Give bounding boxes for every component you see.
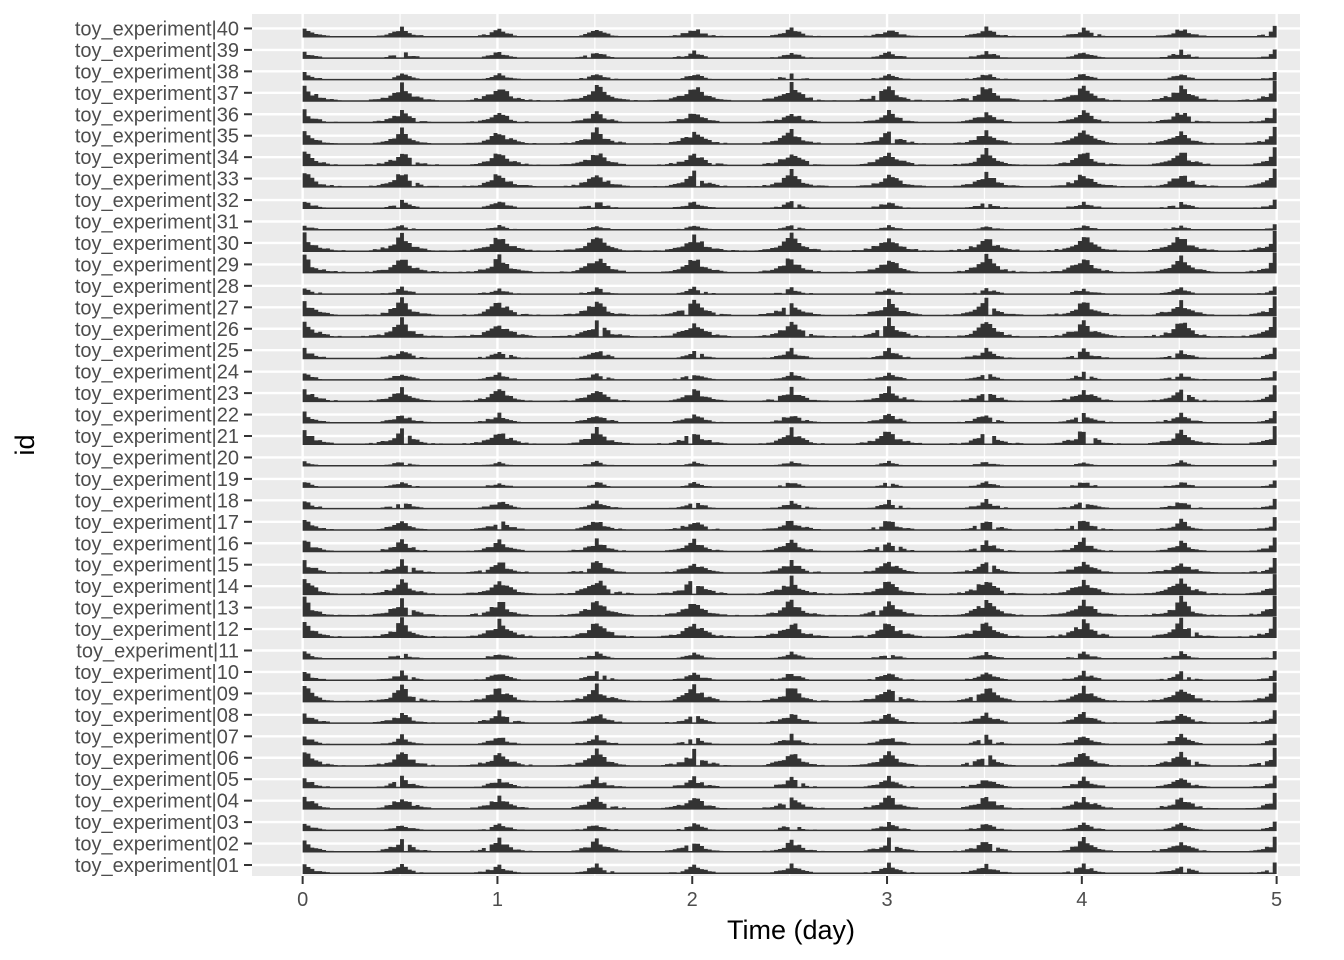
activity-bar-row <box>302 224 1277 231</box>
y-tick-label: toy_experiment|02 <box>75 834 239 856</box>
y-tick-label: toy_experiment|17 <box>75 512 239 534</box>
x-tick-label: 0 <box>297 889 308 911</box>
activity-bar-row <box>302 147 1277 167</box>
y-tick-label: toy_experiment|23 <box>75 383 239 405</box>
activity-bar-row <box>302 385 1277 403</box>
x-tick-label: 2 <box>687 889 698 911</box>
y-tick-label: toy_experiment|20 <box>75 447 239 469</box>
activity-bar-row <box>302 537 1277 553</box>
y-tick-label: toy_experiment|30 <box>75 233 239 255</box>
y-tick-label: toy_experiment|14 <box>75 576 239 598</box>
activity-bar-row <box>302 316 1277 338</box>
y-tick-label: toy_experiment|04 <box>75 791 239 813</box>
activity-bar-row <box>302 517 1277 531</box>
y-tick-label: toy_experiment|15 <box>75 555 239 577</box>
activity-bars <box>302 25 1277 874</box>
activity-bar-row <box>302 25 1277 38</box>
activity-bar-row <box>302 480 1277 488</box>
y-tick-label: toy_experiment|21 <box>75 426 239 448</box>
y-tick-label: toy_experiment|24 <box>75 362 239 384</box>
y-tick-label: toy_experiment|05 <box>75 769 239 791</box>
x-tick-label: 3 <box>881 889 892 911</box>
y-tick-label: toy_experiment|11 <box>76 641 239 663</box>
activity-bar-row <box>302 670 1277 681</box>
activity-bar-row <box>302 49 1277 59</box>
activity-bar-row <box>302 733 1277 746</box>
activity-bar-row <box>302 426 1277 445</box>
activity-bar-row <box>302 775 1277 789</box>
activity-bar-row <box>302 252 1277 274</box>
y-tick-label: toy_experiment|22 <box>75 405 239 427</box>
y-tick-label: toy_experiment|27 <box>75 297 239 319</box>
activity-bar-row <box>302 410 1277 424</box>
y-tick-label: toy_experiment|19 <box>75 469 239 491</box>
y-tick-label: toy_experiment|39 <box>75 40 239 62</box>
x-axis: 0 1 2 3 4 5 <box>297 876 1282 911</box>
activity-bar-row <box>302 595 1277 617</box>
y-tick-label: toy_experiment|40 <box>75 18 239 40</box>
activity-bar-row <box>302 682 1277 703</box>
activity-bar-row <box>302 80 1277 102</box>
y-tick-label: toy_experiment|03 <box>75 812 239 834</box>
activity-bar-row <box>302 574 1277 596</box>
y-tick-label: toy_experiment|37 <box>75 83 239 105</box>
y-tick-label: toy_experiment|16 <box>75 533 239 555</box>
activity-bar-row <box>302 460 1277 467</box>
y-tick-label: toy_experiment|38 <box>75 61 239 83</box>
y-axis: toy_experiment|01toy_experiment|02toy_ex… <box>75 18 252 877</box>
activity-bar-row <box>302 557 1277 574</box>
y-tick-label: toy_experiment|08 <box>75 705 239 727</box>
y-tick-label: toy_experiment|25 <box>75 340 239 362</box>
activity-bar-row <box>302 230 1277 252</box>
y-tick-label: toy_experiment|33 <box>75 169 239 191</box>
activity-bar-row <box>302 168 1277 188</box>
y-tick-label: toy_experiment|09 <box>75 683 239 705</box>
y-tick-label: toy_experiment|28 <box>75 276 239 298</box>
activity-bar-row <box>302 286 1277 295</box>
activity-bar-row <box>302 347 1277 360</box>
activity-bar-row <box>302 371 1277 381</box>
activity-bar-row <box>302 199 1277 210</box>
activity-bar-row <box>302 296 1277 317</box>
activity-bar-row <box>302 126 1277 145</box>
y-tick-label: toy_experiment|36 <box>75 104 239 126</box>
activity-bar-row <box>302 617 1277 639</box>
y-tick-label: toy_experiment|32 <box>75 190 239 212</box>
activity-bar-row <box>302 862 1277 874</box>
x-tick-label: 1 <box>492 889 503 911</box>
activity-bar-row <box>302 821 1277 832</box>
x-axis-title: Time (day) <box>727 915 855 945</box>
y-tick-label: toy_experiment|06 <box>75 748 239 770</box>
y-tick-label: toy_experiment|35 <box>75 126 239 148</box>
activity-bar-row <box>302 836 1277 853</box>
y-tick-label: toy_experiment|18 <box>75 490 239 512</box>
activity-bar-row <box>302 651 1277 660</box>
y-tick-label: toy_experiment|12 <box>75 619 239 641</box>
y-tick-label: toy_experiment|10 <box>75 662 239 684</box>
y-tick-label: toy_experiment|29 <box>75 254 239 276</box>
y-tick-label: toy_experiment|13 <box>75 598 239 620</box>
activity-bar-row <box>302 498 1277 510</box>
activity-bar-row <box>302 792 1277 810</box>
activity-bar-row <box>302 108 1277 124</box>
activity-bar-row <box>302 71 1277 81</box>
activity-bar-row <box>302 747 1277 767</box>
y-tick-label: toy_experiment|01 <box>75 855 239 877</box>
y-tick-label: toy_experiment|31 <box>75 212 239 234</box>
y-tick-label: toy_experiment|07 <box>75 726 239 748</box>
y-tick-label: toy_experiment|34 <box>75 147 239 169</box>
x-tick-label: 4 <box>1076 889 1087 911</box>
activity-bar-row <box>302 710 1277 724</box>
y-tick-label: toy_experiment|26 <box>75 319 239 341</box>
y-axis-title: id <box>10 434 40 455</box>
x-tick-label: 5 <box>1271 889 1282 911</box>
